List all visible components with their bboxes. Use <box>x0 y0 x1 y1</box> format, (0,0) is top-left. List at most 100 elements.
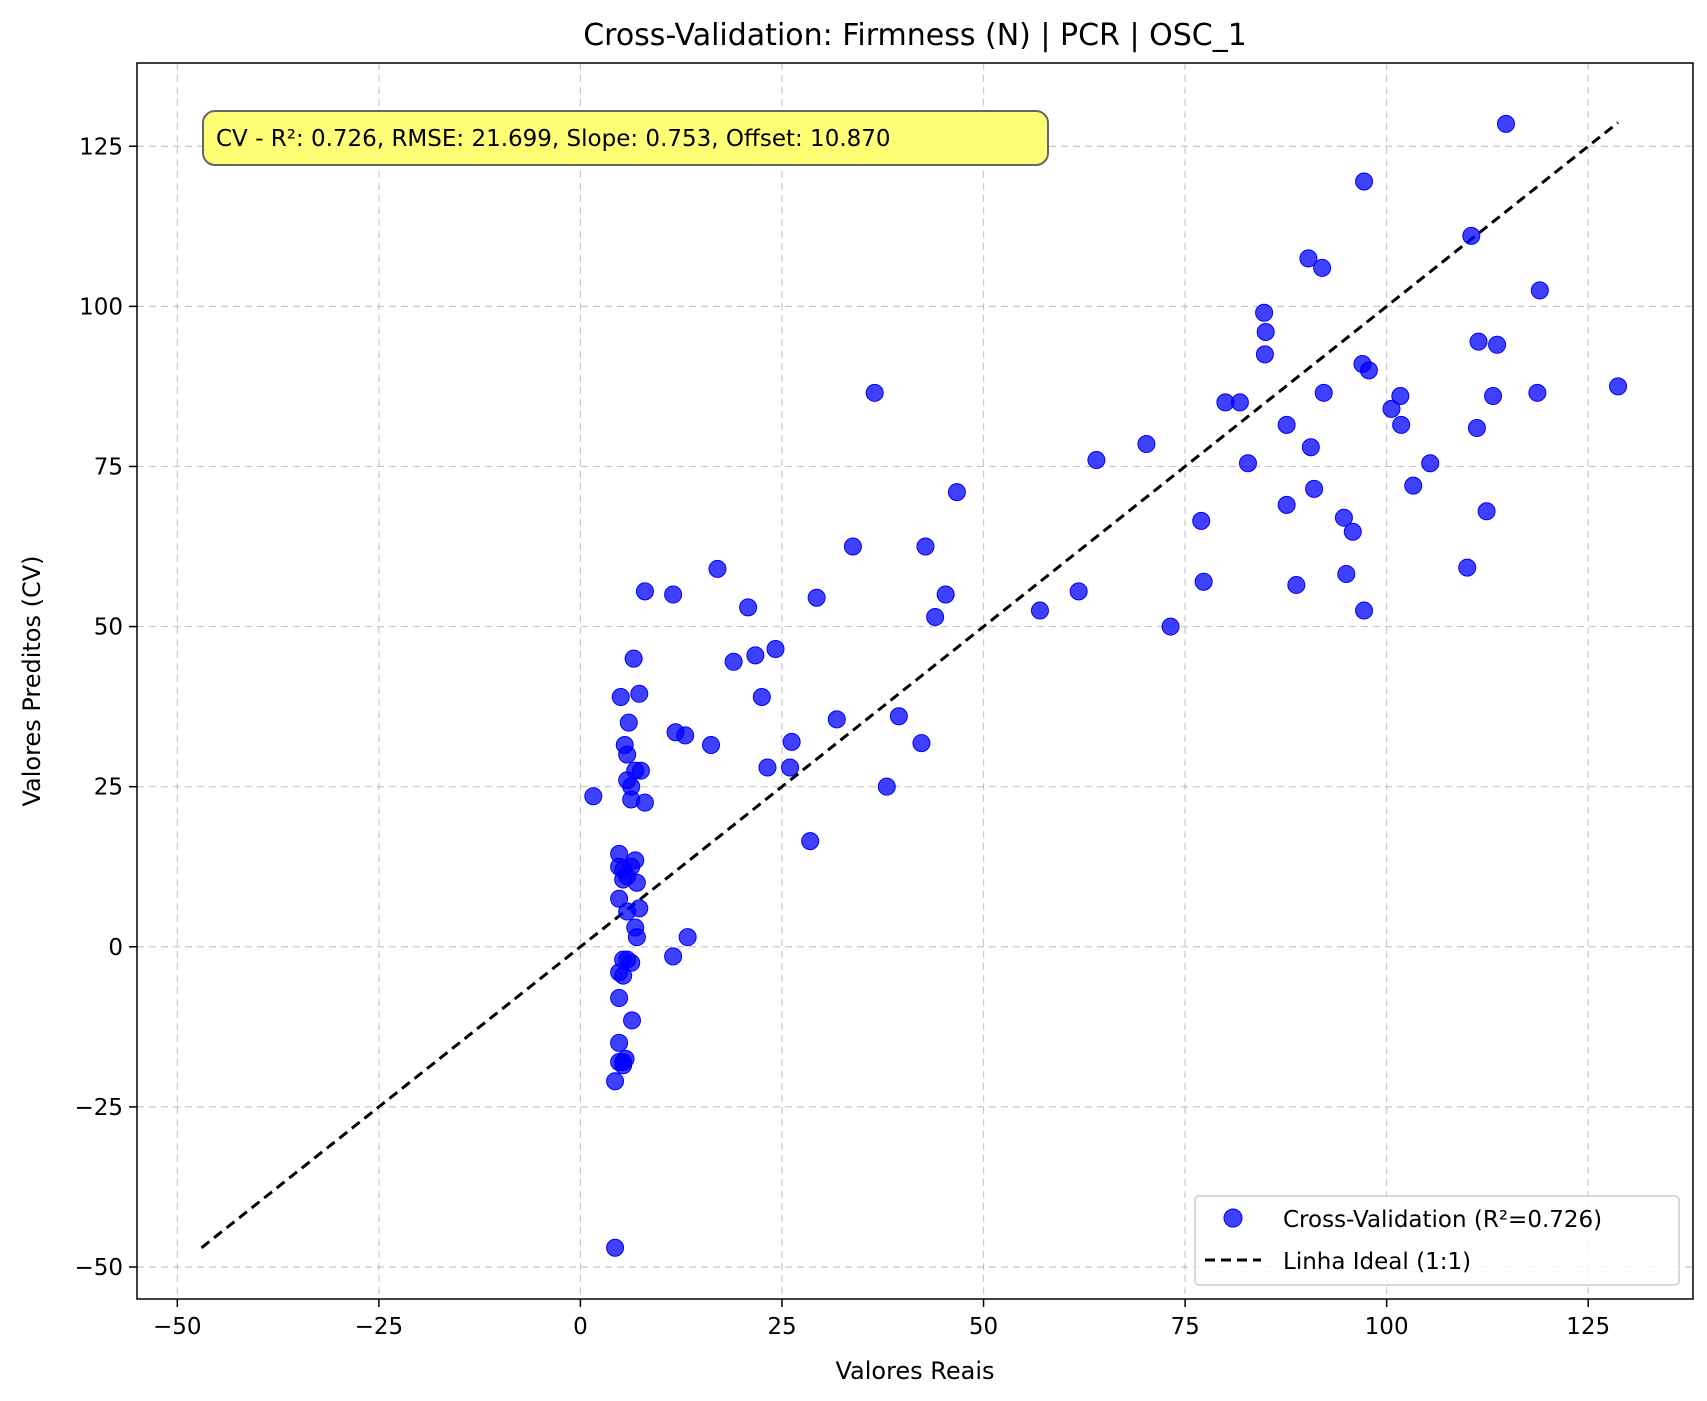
data-point <box>1404 476 1423 495</box>
y-axis-ticks: −50 −25 0 25 50 75 100 125 <box>74 134 137 1281</box>
data-point <box>664 947 683 966</box>
x-tick-label: 75 <box>1170 1314 1199 1340</box>
data-point <box>1230 393 1249 412</box>
data-point <box>624 649 643 668</box>
data-point <box>619 713 638 732</box>
metrics-annotation-text: CV - R²: 0.726, RMSE: 21.699, Slope: 0.7… <box>216 126 891 152</box>
x-tick-label: 125 <box>1566 1314 1610 1340</box>
data-point <box>936 585 955 604</box>
data-point <box>1299 249 1318 268</box>
data-point <box>843 537 862 556</box>
legend-box <box>1194 1195 1680 1286</box>
data-point <box>1238 454 1257 473</box>
data-point <box>739 598 758 617</box>
data-point <box>865 383 884 402</box>
data-point <box>623 1011 642 1030</box>
data-point <box>1530 281 1549 300</box>
ideal-line-layer <box>200 121 1619 1249</box>
data-point <box>1337 565 1356 584</box>
y-tick-label: 50 <box>94 615 123 641</box>
y-tick-label: 100 <box>79 294 123 320</box>
data-point <box>801 832 820 851</box>
data-point <box>947 483 966 502</box>
chart-title: Cross-Validation: Firmness (N) | PCR | O… <box>583 18 1247 53</box>
data-point <box>1192 511 1211 530</box>
data-point <box>610 844 629 863</box>
data-point <box>1256 322 1275 341</box>
data-point <box>1277 495 1296 514</box>
x-tick-label: 25 <box>767 1314 796 1340</box>
data-point <box>664 585 683 604</box>
data-point <box>1305 479 1324 498</box>
data-point <box>626 851 645 870</box>
data-point <box>1528 383 1547 402</box>
data-point <box>1467 419 1486 438</box>
data-point <box>606 1072 625 1091</box>
data-point <box>1462 226 1481 245</box>
data-point <box>1287 575 1306 594</box>
legend: Cross-Validation (R²=0.726) Linha Ideal … <box>1194 1195 1680 1286</box>
data-point <box>781 758 800 777</box>
x-tick-label: −25 <box>355 1314 404 1340</box>
data-point <box>724 652 743 671</box>
data-point <box>1334 508 1353 527</box>
metrics-annotation-box <box>202 110 1049 166</box>
data-point <box>610 1033 629 1052</box>
data-point <box>782 732 801 751</box>
metrics-annotation: CV - R²: 0.726, RMSE: 21.699, Slope: 0.7… <box>202 110 1049 166</box>
data-point <box>606 1238 625 1257</box>
data-point <box>1469 332 1488 351</box>
data-point <box>635 582 654 601</box>
data-point <box>1355 601 1374 620</box>
data-point <box>1087 451 1106 470</box>
data-point <box>912 734 931 753</box>
data-point <box>610 989 629 1008</box>
y-tick-label: −25 <box>74 1095 123 1121</box>
data-point <box>584 787 603 806</box>
data-point <box>1484 387 1503 406</box>
data-point <box>1069 582 1088 601</box>
data-point <box>708 559 727 578</box>
data-point <box>1421 454 1440 473</box>
data-point <box>1609 377 1628 396</box>
data-point <box>1277 415 1296 434</box>
data-point <box>1255 303 1274 322</box>
data-point <box>1313 258 1332 277</box>
data-point <box>1255 345 1274 364</box>
data-point <box>1314 383 1333 402</box>
data-point <box>635 793 654 812</box>
data-point <box>926 607 945 626</box>
data-point <box>827 710 846 729</box>
data-point <box>746 646 765 665</box>
data-point <box>1477 502 1496 521</box>
x-axis-ticks: −50 −25 0 25 50 75 100 125 <box>153 1299 1610 1340</box>
data-point <box>916 537 935 556</box>
data-point <box>615 736 634 755</box>
data-point <box>1458 558 1477 577</box>
data-point <box>676 726 695 745</box>
data-point <box>1161 617 1180 636</box>
data-point <box>807 588 826 607</box>
data-point <box>1496 114 1515 133</box>
data-point <box>877 777 896 796</box>
data-point <box>622 953 641 972</box>
data-point <box>1343 522 1362 541</box>
data-point <box>758 758 777 777</box>
data-point <box>614 870 633 889</box>
x-tick-label: 50 <box>969 1314 998 1340</box>
ideal-line <box>200 121 1619 1249</box>
data-point <box>766 639 785 658</box>
x-tick-label: 0 <box>573 1314 588 1340</box>
plot-frame <box>136 62 1694 1300</box>
x-axis-label: Valores Reais <box>835 1357 994 1385</box>
data-point <box>1194 572 1213 591</box>
y-tick-label: −50 <box>74 1255 123 1281</box>
y-axis-label: Valores Preditos (CV) <box>18 555 46 806</box>
data-point <box>1359 361 1378 380</box>
data-point <box>1301 438 1320 457</box>
legend-label-ideal-line: Linha Ideal (1:1) <box>1283 1249 1471 1275</box>
data-point <box>702 736 721 755</box>
data-point <box>626 918 645 937</box>
legend-marker-cross-validation <box>1223 1208 1243 1228</box>
